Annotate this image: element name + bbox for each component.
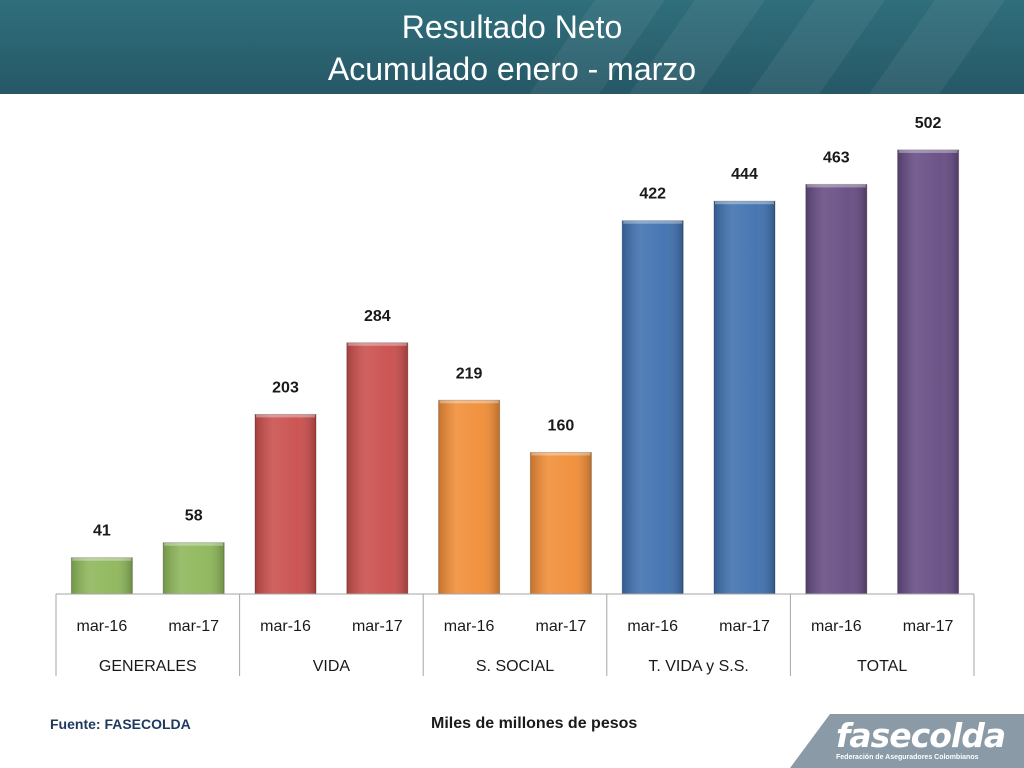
logo-wordmark: fasecolda [836,716,1006,755]
x-tick-label: mar-16 [77,618,128,635]
x-tick-label: mar-16 [260,618,311,635]
bar-value-label: 58 [185,508,203,525]
bar-highlight [715,201,774,205]
source-note: Fuente: FASECOLDA [50,716,191,732]
bar-highlight [72,557,132,561]
bar-value-label: 422 [639,186,666,203]
bar-chart: 41 58 203 284 219 160 422 444 463 502 mar-16 mar-1… [55,115,975,676]
x-tick-label: mar-16 [627,618,678,635]
bar-shading [897,149,959,594]
bar-shading [71,557,133,594]
category-label: T. VIDA y S.S. [648,658,748,675]
bar-value-label: 284 [364,308,391,325]
logo-tagline: Federación de Aseguradores Colombianos [836,754,979,761]
bar-shading [255,414,316,594]
bar-highlight [531,452,591,456]
bar-highlight [898,149,958,153]
category-label: S. SOCIAL [476,658,554,675]
bar-shading [805,184,867,594]
title-banner: Resultado Neto Acumulado enero - marzo [0,0,1024,94]
bar-highlight [806,184,866,188]
category-label: VIDA [313,658,351,675]
x-tick-label: mar-16 [811,618,862,635]
bar-shading [714,201,775,594]
bar-shading [438,400,500,594]
x-tick-label: mar-17 [168,618,219,635]
x-tick-label: mar-17 [536,618,587,635]
bar-value-label: 41 [93,523,111,540]
slide-subtitle: Acumulado enero - marzo [327,51,697,87]
bar-shading [530,452,592,594]
bar-highlight [623,220,683,224]
fasecolda-logo [790,714,1024,768]
bar-shading [346,342,408,594]
bar-highlight [256,414,315,418]
units-note: Miles de millones de pesos [431,715,638,732]
bar-highlight [439,400,499,404]
x-tick-label: mar-17 [352,618,403,635]
slide-title: Resultado Neto [401,9,623,45]
x-tick-label: mar-16 [444,618,495,635]
x-tick-label: mar-17 [719,618,770,635]
category-label: GENERALES [99,658,197,675]
bar-value-label: 203 [272,379,299,396]
bar-value-label: 502 [915,115,942,132]
bar-value-label: 160 [548,417,575,434]
x-tick-label: mar-17 [903,618,954,635]
bar-value-label: 444 [731,166,758,183]
bar-value-label: 463 [823,149,850,166]
bar-highlight [164,542,224,546]
bar-value-label: 219 [456,365,483,382]
category-label: TOTAL [857,658,907,675]
bar-highlight [347,342,407,346]
bar-shading [622,220,684,594]
bar-shading [163,542,225,594]
